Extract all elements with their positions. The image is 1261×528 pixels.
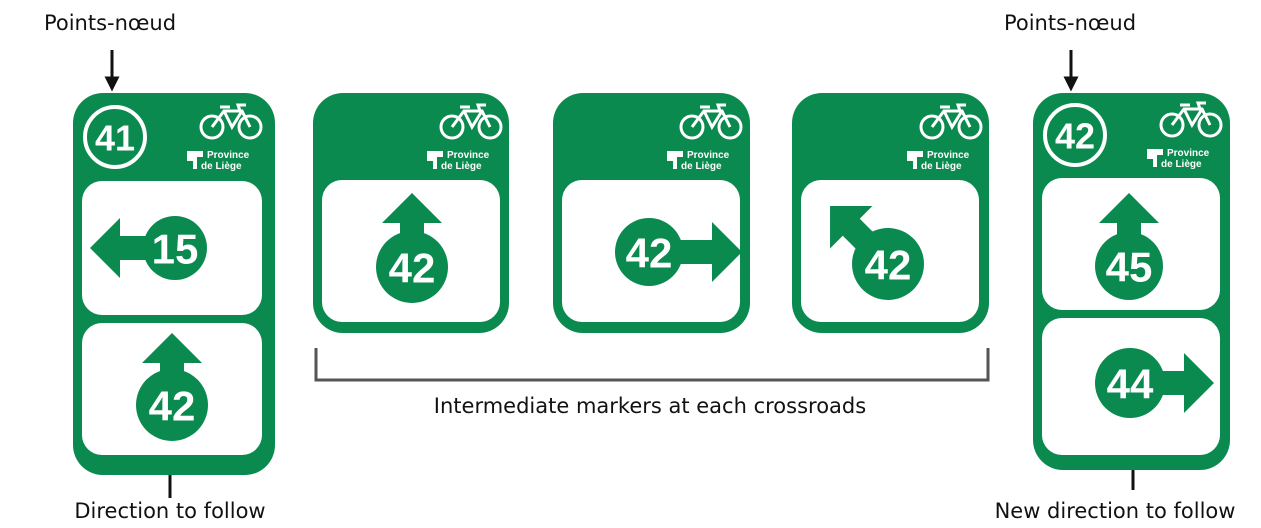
- node-circle: [83, 105, 147, 169]
- logo-emblem: [1147, 149, 1163, 167]
- logo-emblem: [907, 151, 923, 169]
- bike-icon: [679, 103, 743, 140]
- node-number: 42: [1055, 116, 1095, 157]
- logo-text: de Liège: [441, 161, 482, 172]
- label: Points-nœud: [1004, 11, 1136, 35]
- bike-frame: [690, 103, 732, 131]
- logo-text: de Liège: [681, 161, 722, 172]
- bike-wheel: [1197, 112, 1223, 138]
- bike-wheel: [1159, 112, 1185, 138]
- logo-text: de Liège: [1161, 159, 1202, 170]
- panel-number: 15: [152, 226, 199, 273]
- arrow-head: [382, 193, 442, 223]
- bike-icon: [919, 103, 983, 140]
- bike-wheel: [237, 114, 263, 140]
- logo-emblem: [187, 151, 203, 169]
- bike-wheel: [439, 114, 465, 140]
- number-circle: [1095, 348, 1165, 418]
- bike-wheel: [477, 114, 503, 140]
- logo-emblem: [427, 151, 443, 169]
- logo-text: de Liège: [201, 161, 242, 172]
- number-circle: [615, 218, 683, 286]
- label: Points-nœud: [44, 11, 176, 35]
- number-circle: [1095, 232, 1163, 300]
- bike-icon: [199, 103, 263, 140]
- logo-text: Province: [207, 150, 250, 161]
- label: Intermediate markers at each crossroads: [434, 394, 866, 418]
- arrow-head: [90, 218, 120, 278]
- number-circle: [136, 369, 208, 441]
- label: New direction to follow: [995, 499, 1236, 523]
- panel-number: 42: [626, 230, 673, 277]
- logo-text: Province: [687, 150, 730, 161]
- panel-number: 42: [865, 242, 912, 289]
- number-circle: [852, 228, 924, 300]
- logo-text: Province: [1167, 148, 1210, 159]
- logo-text: de Liège: [921, 161, 962, 172]
- arrow-head: [712, 222, 742, 282]
- panel-number: 42: [149, 383, 196, 430]
- arrow-head: [1099, 193, 1159, 223]
- bike-icon: [439, 103, 503, 140]
- number-circle: [143, 216, 207, 280]
- bike-frame: [450, 103, 492, 131]
- panel-number: 42: [389, 245, 436, 292]
- bike-wheel: [679, 114, 705, 140]
- bracket: [314, 348, 990, 382]
- bike-frame: [210, 103, 252, 131]
- logo-text: Province: [927, 150, 970, 161]
- bike-wheel: [919, 114, 945, 140]
- bike-wheel: [957, 114, 983, 140]
- arrow-head: [1184, 353, 1214, 413]
- label: Direction to follow: [74, 499, 265, 523]
- number-circle: [376, 231, 448, 303]
- panel-number: 45: [1106, 244, 1153, 291]
- node-circle: [1043, 103, 1107, 167]
- panel-number: 44: [1107, 361, 1154, 408]
- logo-text: Province: [447, 150, 490, 161]
- bike-wheel: [199, 114, 225, 140]
- arrow-head: [142, 333, 202, 363]
- bike-frame: [930, 103, 972, 131]
- bike-icon: [1159, 101, 1223, 138]
- bike-frame: [1170, 101, 1212, 129]
- logo-emblem: [667, 151, 683, 169]
- bike-wheel: [717, 114, 743, 140]
- node-number: 41: [95, 118, 135, 159]
